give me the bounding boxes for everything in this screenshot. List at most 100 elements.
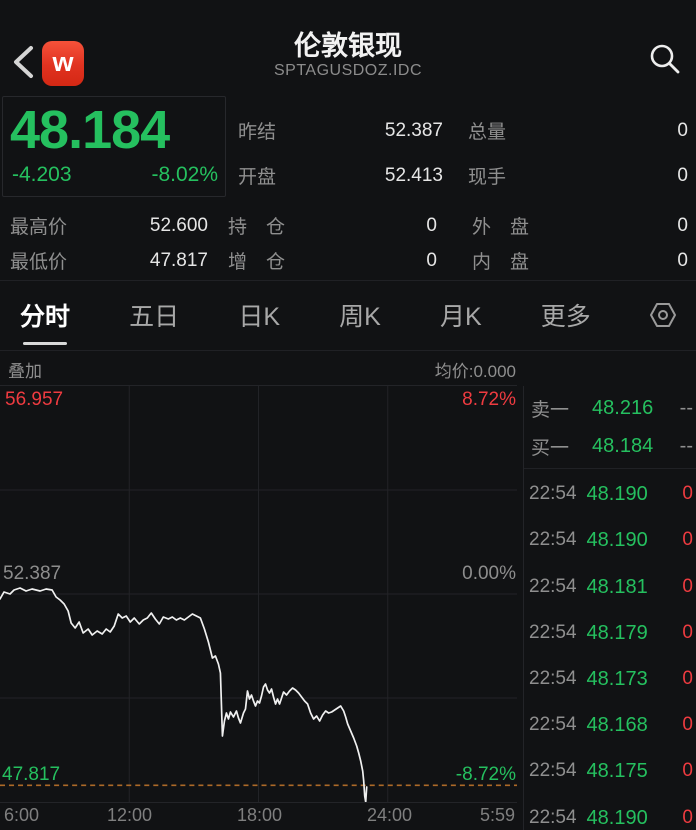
quote-field-open: 开盘 52.413 xyxy=(238,162,443,189)
tab-weekly-k[interactable]: 周K xyxy=(339,303,381,331)
tick-volume: 0 xyxy=(682,714,693,735)
field-label: 外 盘 xyxy=(472,217,530,238)
overlay-toggle[interactable]: 叠加 xyxy=(8,362,42,381)
ask-row[interactable]: 卖一 48.216 -- xyxy=(531,396,693,421)
trade-tick-row[interactable]: 22:54 48.190 0 xyxy=(529,482,693,506)
tick-volume: 0 xyxy=(682,576,693,597)
minute-chart[interactable] xyxy=(0,385,517,803)
tick-volume: 0 xyxy=(682,668,693,689)
price-line xyxy=(0,587,368,803)
back-button[interactable] xyxy=(10,44,36,80)
tab-minute[interactable]: 分时 xyxy=(18,283,72,347)
tick-time: 22:54 xyxy=(529,622,577,643)
tick-price: 48.168 xyxy=(586,713,648,736)
field-label: 总量 xyxy=(468,122,507,143)
bid-price: 48.184 xyxy=(592,434,654,457)
field-label: 最低价 xyxy=(10,252,68,273)
quote-field-outer-volume: 外 盘 0 xyxy=(472,212,688,239)
tick-time: 22:54 xyxy=(529,714,577,735)
field-label: 内 盘 xyxy=(472,252,530,273)
tick-time: 22:54 xyxy=(529,668,577,689)
tick-time: 22:54 xyxy=(529,483,577,504)
x-label-1200: 12:00 xyxy=(107,805,153,825)
x-label-0600: 6:00 xyxy=(4,805,40,825)
tick-price: 48.190 xyxy=(586,482,648,505)
tick-volume: 0 xyxy=(682,760,693,781)
tick-price: 48.190 xyxy=(586,528,648,551)
bid-volume: -- xyxy=(679,434,693,457)
ask-label: 卖一 xyxy=(531,399,570,421)
x-label-1800: 18:00 xyxy=(237,805,283,825)
last-price-box xyxy=(2,96,226,197)
trade-tick-row[interactable]: 22:54 48.173 0 xyxy=(529,667,693,691)
quote-field-oi-change: 增 仓 0 xyxy=(228,247,437,274)
tab-more[interactable]: 更多 xyxy=(540,303,591,331)
quote-field-current-lot: 现手 0 xyxy=(468,162,688,189)
tick-time: 22:54 xyxy=(529,807,577,828)
field-label: 昨结 xyxy=(238,122,277,143)
quote-field-open-interest: 持 仓 0 xyxy=(228,212,437,239)
quote-field-prev-settle: 昨结 52.387 xyxy=(238,117,443,144)
x-label-2400: 24:00 xyxy=(367,805,413,825)
wind-logo-letter: w xyxy=(52,46,74,77)
quote-field-inner-volume: 内 盘 0 xyxy=(472,247,688,274)
chart-settings-button[interactable] xyxy=(648,300,678,330)
hexagon-nut-icon xyxy=(649,303,676,327)
field-value: 0 xyxy=(677,214,688,236)
tab-monthly-k[interactable]: 月K xyxy=(439,303,482,331)
price-change-percent: -8.02% xyxy=(151,163,218,186)
y-label-low-pct: -8.72% xyxy=(455,764,516,785)
page-title: 伦敦银现 xyxy=(294,31,402,61)
divider xyxy=(524,468,696,469)
search-icon[interactable] xyxy=(648,42,682,76)
tick-volume: 0 xyxy=(682,529,693,550)
trade-tick-row[interactable]: 22:54 48.190 0 xyxy=(529,806,693,830)
tick-time: 22:54 xyxy=(529,760,577,781)
bid-label: 买一 xyxy=(531,437,570,459)
trade-tick-row[interactable]: 22:54 48.179 0 xyxy=(529,621,693,645)
order-book-panel: 卖一 48.216 -- 买一 48.184 -- 22:54 48.190 0… xyxy=(523,386,696,830)
y-label-settle-pct: 0.00% xyxy=(462,563,516,584)
y-label-high-pct: 8.72% xyxy=(462,389,516,410)
price-change: -4.203 xyxy=(12,163,72,186)
bid-row[interactable]: 买一 48.184 -- xyxy=(531,434,693,459)
field-value: 52.413 xyxy=(384,164,443,186)
field-value: 0 xyxy=(426,214,437,236)
ask-volume: -- xyxy=(679,396,693,419)
trade-tick-row[interactable]: 22:54 48.168 0 xyxy=(529,713,693,737)
field-label: 增 仓 xyxy=(228,252,286,273)
trade-tick-row[interactable]: 22:54 48.181 0 xyxy=(529,575,693,599)
field-label: 持 仓 xyxy=(228,217,286,238)
tab-daily-k[interactable]: 日K xyxy=(238,303,280,331)
price-change-row: -4.203 -8.02% xyxy=(12,163,218,187)
trade-tick-row[interactable]: 22:54 48.175 0 xyxy=(529,759,693,783)
last-price: 48.184 xyxy=(10,100,170,160)
divider xyxy=(0,280,696,281)
field-label: 最高价 xyxy=(10,217,68,238)
field-label: 现手 xyxy=(468,167,507,188)
tab-five-day[interactable]: 五日 xyxy=(129,303,180,331)
y-label-settle: 52.387 xyxy=(3,563,62,584)
wind-app-logo[interactable]: w xyxy=(42,41,84,86)
trade-tick-row[interactable]: 22:54 48.190 0 xyxy=(529,528,693,552)
ticker-code: SPTAGUSDOZ.IDC xyxy=(273,62,423,79)
tick-time: 22:54 xyxy=(529,576,577,597)
tick-price: 48.175 xyxy=(586,759,648,782)
field-value: 0 xyxy=(426,249,437,271)
field-value: 0 xyxy=(677,249,688,271)
y-label-high: 56.957 xyxy=(5,389,64,410)
field-value: 52.600 xyxy=(149,214,208,236)
tick-price: 48.179 xyxy=(586,621,648,644)
divider xyxy=(0,350,696,351)
tick-time: 22:54 xyxy=(529,529,577,550)
tick-volume: 0 xyxy=(682,807,693,828)
average-price-label: 均价:0.000 xyxy=(434,362,516,381)
tick-price: 48.190 xyxy=(586,806,648,829)
field-value: 0 xyxy=(677,119,688,141)
x-label-0559: 5:59 xyxy=(480,805,516,825)
ask-price: 48.216 xyxy=(592,396,654,419)
chart-gridlines xyxy=(0,386,517,802)
tick-volume: 0 xyxy=(682,622,693,643)
tick-price: 48.181 xyxy=(586,575,648,598)
